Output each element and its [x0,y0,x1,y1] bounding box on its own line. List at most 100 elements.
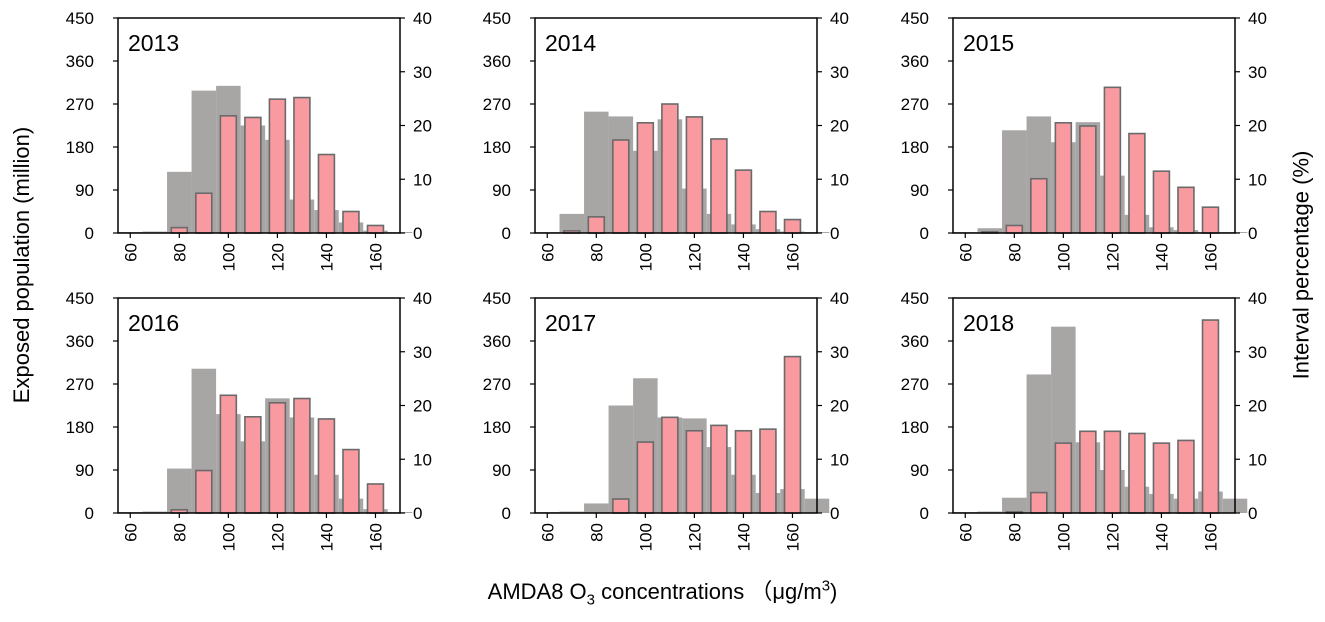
population-bar [977,228,1003,233]
y-right-tick-label: 40 [413,289,432,308]
x-tick-label: 60 [121,523,140,542]
y-left-tick-label: 90 [492,181,511,200]
y-left-tick-label: 0 [85,224,94,243]
y-right-tick-label: 30 [413,343,432,362]
y-left-tick-label: 450 [483,9,511,28]
x-tick-label: 100 [1054,523,1073,551]
x-tick-label: 60 [121,243,140,262]
percentage-bar [1079,125,1097,234]
percentage-bar [1103,430,1122,514]
y-left-tick-label: 270 [901,95,929,114]
y-left-tick-label: 0 [502,224,511,243]
x-tick-label: 80 [1005,523,1024,542]
x-tick-label: 60 [956,243,975,262]
percentage-bar [759,428,777,514]
y-left-tick-label: 90 [910,461,929,480]
y-left-tick-label: 270 [483,375,511,394]
y-left-tick-label: 360 [66,52,94,71]
y-right-tick-label: 10 [1248,450,1267,469]
population-bar [1002,130,1027,233]
y-right-tick-label: 0 [830,224,839,243]
population-bar [559,213,585,233]
percentage-bar [293,96,311,234]
y-right-tick-label: 10 [830,450,849,469]
population-bar [608,405,634,513]
y-right-tick-label: 20 [830,117,849,136]
y-left-tick-label: 0 [920,224,929,243]
x-tick-label: 140 [1152,243,1171,271]
y-left-tick-label: 450 [66,289,94,308]
y-left-tick-label: 450 [66,9,94,28]
percentage-bar [1030,177,1048,234]
percentage-bar [612,139,630,234]
y-left-tick-label: 180 [66,418,94,437]
percentage-bar [1177,186,1195,234]
panel-title: 2016 [128,310,179,336]
y-left-tick-label: 90 [75,181,94,200]
y-right-tick-label: 20 [830,397,849,416]
x-title-suffix: ) [830,579,838,604]
x-title-middle: concentrations （μg/m [595,579,822,604]
y-left-tick-label: 360 [66,332,94,351]
y-right-tick-label: 30 [413,63,432,82]
y-left-tick-label: 270 [66,95,94,114]
percentage-bar [1054,122,1073,234]
y-left-tick-label: 270 [901,375,929,394]
y-axis-left-title: Exposed population (million) [9,126,35,404]
population-bar [584,503,609,513]
y-right-tick-label: 20 [1248,397,1267,416]
x-tick-label: 120 [1103,523,1122,551]
y-left-tick-label: 270 [483,95,511,114]
y-right-tick-label: 40 [830,9,849,28]
y-right-tick-label: 10 [413,170,432,189]
y-right-tick-label: 20 [413,397,432,416]
x-tick-label: 60 [538,523,557,542]
y-left-tick-label: 180 [901,138,929,157]
x-tick-label: 160 [366,523,385,551]
y-left-tick-label: 0 [85,504,94,523]
y-left-tick-label: 270 [66,375,94,394]
y-right-tick-label: 30 [830,63,849,82]
y-left-tick-label: 180 [901,418,929,437]
y-left-tick-label: 90 [492,461,511,480]
x-tick-label: 140 [734,523,753,551]
y-left-tick-label: 450 [901,289,929,308]
percentage-bar [317,418,336,514]
percentage-bar [342,448,360,514]
percentage-bar [244,415,262,514]
x-title-prefix: AMDA8 O [487,579,587,604]
percentage-bar [1152,170,1171,234]
x-tick-label: 160 [1201,523,1220,551]
y-left-tick-label: 360 [901,332,929,351]
percentage-bar [636,441,655,514]
percentage-bar [219,115,238,234]
percentage-bar [366,483,385,514]
x-tick-label: 160 [366,243,385,271]
y-right-tick-label: 40 [1248,289,1267,308]
y-left-tick-label: 450 [483,289,511,308]
population-bar [167,468,192,513]
percentage-bar [1152,442,1171,514]
percentage-bar [366,224,385,234]
percentage-bar [195,192,213,234]
y-right-tick-label: 0 [1248,224,1257,243]
percentage-bar [268,402,287,514]
percentage-bar [612,498,630,514]
y-left-tick-label: 360 [483,52,511,71]
y-left-tick-label: 360 [901,52,929,71]
panel-title: 2018 [963,310,1014,336]
y-axis-right-title: Interval percentage (%) [1287,150,1313,380]
percentage-bar [317,153,336,234]
x-title-subscript: 3 [586,591,596,609]
percentage-bar [268,98,287,234]
percentage-bar [1128,432,1146,514]
y-right-tick-label: 0 [413,224,422,243]
y-left-tick-label: 180 [483,418,511,437]
y-left-tick-label: 450 [901,9,929,28]
percentage-bar [759,210,777,234]
population-bar [1026,374,1052,513]
percentage-bar [685,116,704,234]
percentage-bar [293,397,311,514]
y-right-tick-label: 20 [1248,117,1267,136]
